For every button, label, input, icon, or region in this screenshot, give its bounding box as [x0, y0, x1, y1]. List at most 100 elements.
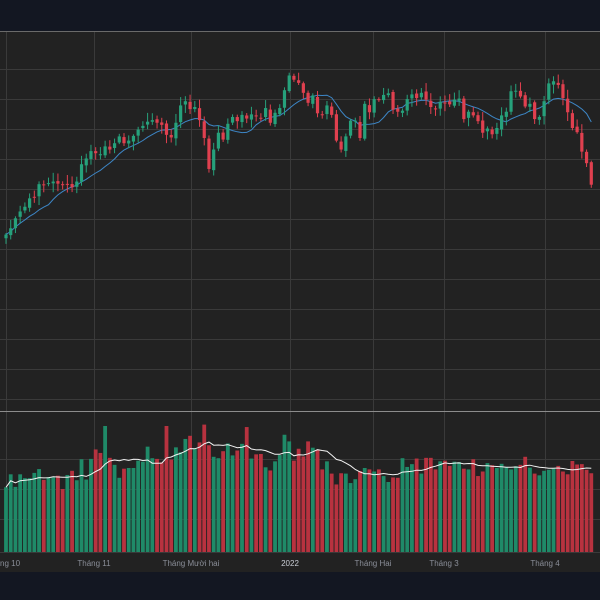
candle-body — [84, 158, 88, 166]
candle-body — [490, 129, 494, 135]
volume-bar — [386, 482, 391, 552]
volume-bar — [405, 466, 410, 552]
candle-body — [13, 218, 18, 229]
candle-body — [429, 100, 433, 107]
candle-body — [556, 82, 560, 85]
x-tick-label: 2022 — [281, 559, 299, 568]
volume-bar — [174, 447, 178, 552]
candle-body — [89, 151, 93, 159]
volume-bar — [400, 458, 405, 552]
candle-body — [150, 120, 154, 122]
candle-body — [344, 136, 348, 151]
candle-body — [523, 95, 527, 107]
candle-body — [405, 99, 409, 111]
candle-body — [410, 94, 414, 99]
volume-bar — [32, 472, 37, 552]
candle-body — [117, 136, 121, 143]
volume-bar — [98, 452, 103, 552]
volume-moving-average-line — [5, 441, 592, 488]
volume-bar — [306, 441, 310, 552]
volume-bar — [235, 450, 240, 552]
volume-bar — [343, 473, 348, 552]
candle-body — [462, 98, 466, 120]
candle-body — [584, 151, 589, 164]
candle-body — [457, 98, 461, 101]
volume-bar — [339, 473, 344, 552]
candle-body — [287, 75, 291, 92]
candle-body — [273, 112, 277, 125]
volume-bar — [46, 477, 51, 552]
volume-bar — [424, 457, 428, 552]
candle-body — [589, 162, 593, 185]
volume-bar — [410, 464, 414, 552]
candle-body — [419, 92, 423, 98]
volume-bar — [112, 464, 117, 552]
volume-bar — [131, 468, 136, 552]
volume-bars — [4, 424, 594, 552]
volume-bar — [381, 476, 386, 552]
candle-body — [334, 114, 338, 141]
volume-bar — [367, 469, 372, 552]
volume-bar — [84, 479, 89, 552]
volume-bar — [277, 455, 282, 552]
candle-body — [51, 181, 55, 184]
candle-body — [301, 83, 305, 93]
volume-bar — [145, 446, 150, 552]
candle-body — [61, 184, 65, 186]
candle-body — [566, 98, 570, 113]
volume-bar — [240, 443, 244, 552]
volume-bar — [207, 445, 211, 552]
candle-body — [32, 196, 36, 198]
volume-bar — [268, 470, 273, 552]
candle-body — [561, 84, 565, 99]
volume-bar — [65, 475, 70, 552]
candle-body — [575, 126, 579, 133]
volume-bar — [556, 465, 561, 552]
time-axis: ng 10 Tháng 11 Tháng Mười hai 2022 Tháng… — [0, 559, 560, 568]
volume-bar — [183, 438, 188, 552]
candle-body — [127, 140, 131, 144]
volume-bar — [282, 434, 287, 552]
volume-bar — [140, 461, 145, 552]
x-tick-label: Tháng Mười hai — [163, 559, 220, 568]
candle-body — [46, 183, 51, 185]
volume-bar — [433, 469, 438, 552]
candle-body — [325, 105, 329, 115]
candle-body — [500, 115, 504, 130]
volume-bar — [551, 468, 556, 552]
volume-bar — [485, 463, 490, 552]
x-tick-label: ng 10 — [0, 559, 21, 568]
candle-body — [216, 132, 220, 149]
x-tick-label: Tháng Hai — [355, 559, 392, 568]
candle-body — [382, 94, 386, 101]
candle-body — [485, 128, 490, 132]
volume-bar — [273, 461, 277, 552]
volume-bar — [178, 452, 183, 552]
volume-bar — [376, 469, 381, 552]
candle-body — [131, 135, 136, 142]
candle-body — [207, 138, 211, 169]
volume-bar — [18, 474, 23, 552]
volume-bar — [334, 484, 339, 552]
volume-bar — [329, 473, 334, 552]
volume-bar — [395, 477, 400, 552]
volume-bar — [117, 477, 122, 552]
candle-body — [306, 92, 310, 103]
candle-body — [146, 121, 150, 125]
volume-bar — [93, 449, 98, 552]
candle-body — [542, 101, 546, 117]
x-tick-label: Tháng 4 — [530, 559, 560, 568]
volume-bar — [457, 462, 462, 552]
candle-body — [141, 125, 145, 129]
candle-body — [188, 101, 192, 110]
volume-bar — [192, 448, 197, 552]
candle-body — [79, 164, 84, 182]
volume-bar — [391, 477, 395, 552]
candle-body — [570, 113, 574, 128]
volume-bar — [225, 443, 230, 552]
volume-bar — [89, 458, 93, 552]
volume-bar — [584, 469, 589, 552]
candle-body — [514, 90, 518, 92]
candle-body — [292, 75, 296, 80]
